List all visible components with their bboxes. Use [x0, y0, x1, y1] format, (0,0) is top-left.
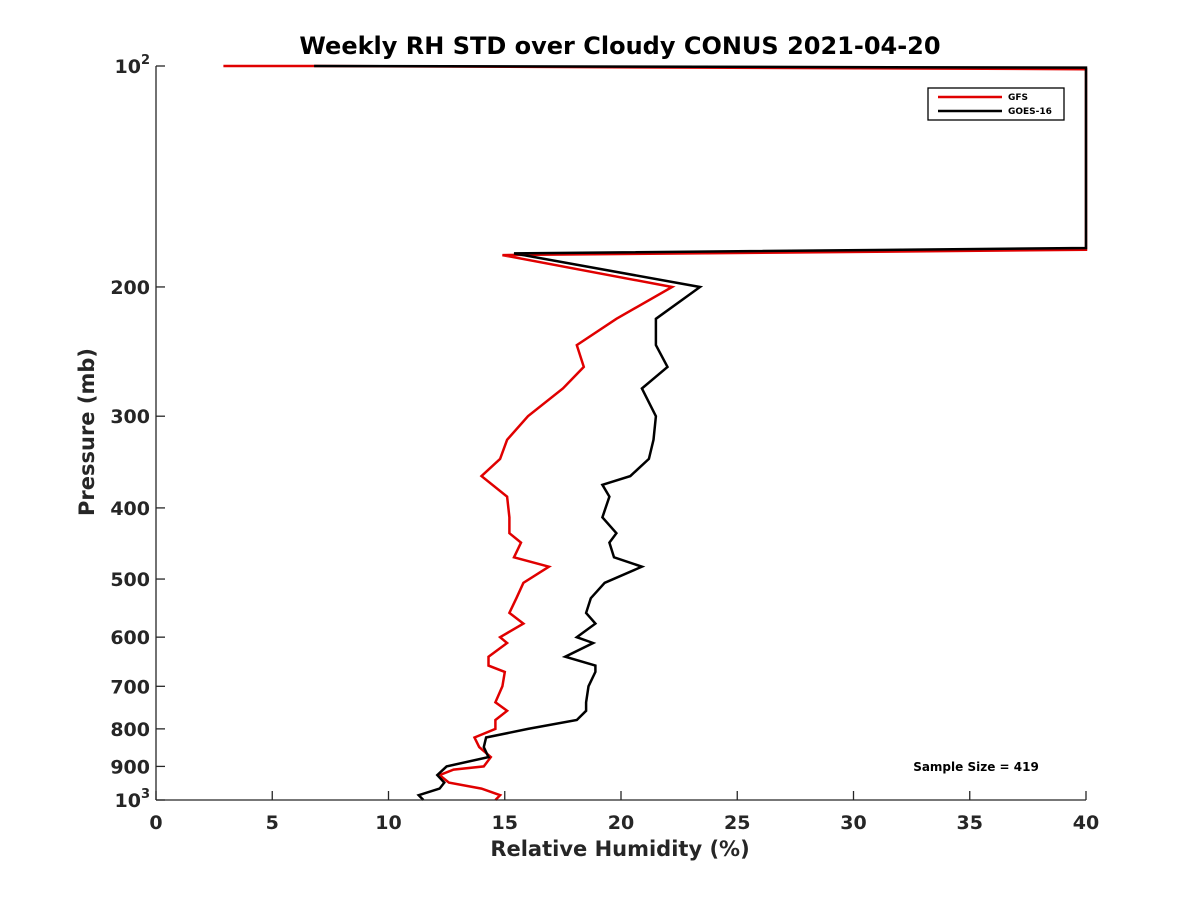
- y-tick-label: 700: [110, 676, 150, 698]
- plot-area: 0 5 10 15 20 25 30 35 40 102 200 300 400 500 600 700 800…: [110, 53, 1099, 834]
- legend: GFS GOES-16: [927, 87, 1065, 121]
- x-tick-label: 0: [149, 812, 162, 834]
- y-tick-label: 103: [115, 787, 151, 812]
- y-tick-label: 102: [115, 53, 151, 78]
- x-tick-label: 5: [266, 812, 279, 834]
- legend-box: [927, 87, 1065, 121]
- y-tick-label: 200: [110, 277, 150, 299]
- x-tick-label: 10: [375, 812, 401, 834]
- y-tick-label: 800: [110, 719, 150, 741]
- y-tick-label: 300: [110, 406, 150, 428]
- series-line-goes-16: [314, 64, 1088, 801]
- x-tick-label: 15: [492, 812, 518, 834]
- x-tick-label: 25: [724, 812, 750, 834]
- y-tick-label: 500: [110, 569, 150, 591]
- x-tick-label: 35: [957, 812, 983, 834]
- legend-label-gfs: GFS: [1008, 93, 1028, 103]
- x-tick-label: 40: [1073, 812, 1099, 834]
- legend-label-goes-16: GOES-16: [1008, 107, 1052, 117]
- y-tick-label: 900: [110, 756, 150, 778]
- x-tick-label: 20: [608, 812, 634, 834]
- x-axis-label: Relative Humidity (%): [490, 837, 749, 861]
- chart-title: Weekly RH STD over Cloudy CONUS 2021-04-…: [299, 32, 940, 60]
- y-tick-label: 400: [110, 498, 150, 520]
- y-tick-label: 600: [110, 627, 150, 649]
- x-tick-label: 30: [840, 812, 866, 834]
- y-axis-label: Pressure (mb): [75, 348, 99, 516]
- sample-size-annotation: Sample Size = 419: [913, 760, 1039, 774]
